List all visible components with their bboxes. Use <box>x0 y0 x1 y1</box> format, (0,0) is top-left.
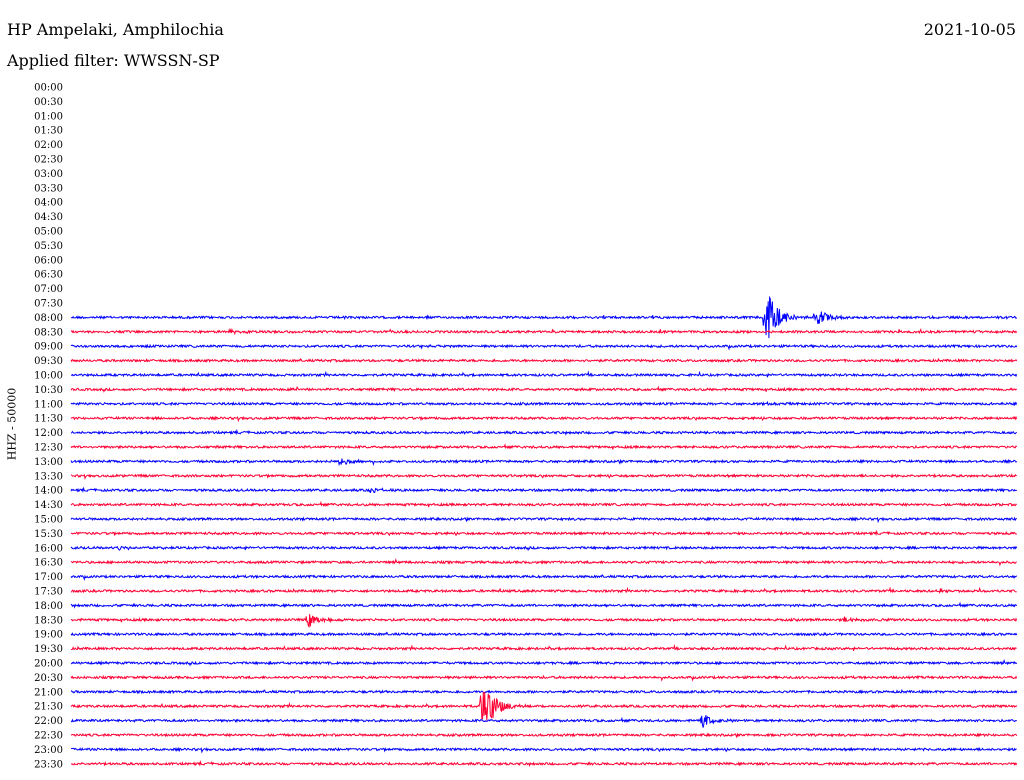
trace-line <box>70 658 1018 667</box>
row-time-label: 01:30 <box>34 126 63 137</box>
row-time-label: 09:00 <box>34 342 63 353</box>
row-time-label: 19:30 <box>34 644 63 655</box>
trace-line <box>70 327 1018 336</box>
row-time-label: 17:00 <box>34 572 63 583</box>
row-time-label: 20:30 <box>34 673 63 684</box>
row-time-label: 06:30 <box>34 270 63 281</box>
trace-line <box>70 428 1018 436</box>
row-time-label: 05:00 <box>34 227 63 238</box>
trace-line <box>70 500 1017 508</box>
row-time-label: 07:30 <box>34 299 63 310</box>
row-time-label: 15:00 <box>34 515 63 526</box>
trace-line <box>70 343 1018 351</box>
trace-line <box>70 715 1017 728</box>
row-time-label: 17:30 <box>34 587 63 598</box>
trace-line <box>70 558 1017 567</box>
trace-line <box>70 545 1018 552</box>
row-time-label: 11:00 <box>34 399 63 410</box>
trace-line <box>70 691 1018 721</box>
trace-line <box>71 295 1018 339</box>
trace-line <box>70 357 1018 364</box>
row-time-label: 00:00 <box>34 83 63 94</box>
trace-line <box>70 631 1018 637</box>
row-time-label: 04:00 <box>34 198 63 209</box>
row-time-label: 04:30 <box>34 212 63 223</box>
row-time-label: 14:00 <box>34 486 63 497</box>
trace-line <box>70 458 1018 467</box>
row-time-label: 00:30 <box>34 97 63 108</box>
row-time-label: 12:00 <box>34 428 63 439</box>
row-time-label: 22:30 <box>34 731 63 742</box>
trace-line <box>70 400 1018 407</box>
row-time-label: 11:30 <box>34 414 63 425</box>
row-time-label: 21:00 <box>34 687 63 698</box>
trace-line <box>71 586 1017 594</box>
row-time-label: 08:30 <box>34 327 63 338</box>
row-time-label: 12:30 <box>34 443 63 454</box>
row-time-label: 03:30 <box>34 183 63 194</box>
row-time-label: 09:30 <box>34 356 63 367</box>
row-time-label: 20:00 <box>34 659 63 670</box>
row-time-label: 22:00 <box>34 716 63 727</box>
station-title: HP Ampelaki, Amphilochia <box>7 20 224 39</box>
trace-line <box>70 415 1018 423</box>
row-time-label: 13:00 <box>34 457 63 468</box>
trace-line <box>70 746 1017 754</box>
trace-line <box>70 385 1018 393</box>
trace-line <box>70 732 1018 739</box>
trace-line <box>70 473 1017 480</box>
row-time-label: 05:30 <box>34 241 63 252</box>
row-time-label: 16:30 <box>34 558 63 569</box>
trace-line <box>70 443 1018 450</box>
row-time-label: 03:00 <box>34 169 63 180</box>
row-time-label: 21:30 <box>34 702 63 713</box>
row-time-label: 14:30 <box>34 500 63 511</box>
trace-line <box>70 759 1018 768</box>
row-time-label: 08:00 <box>34 313 63 324</box>
row-time-label: 18:00 <box>34 601 63 612</box>
row-time-label: 06:00 <box>34 255 63 266</box>
row-time-label: 07:00 <box>34 284 63 295</box>
row-time-label: 13:30 <box>34 471 63 482</box>
row-time-label: 23:30 <box>34 759 63 770</box>
trace-line <box>70 601 1018 609</box>
trace-line <box>70 674 1018 682</box>
trace-line <box>70 486 1018 494</box>
trace-line <box>70 688 1018 695</box>
filter-label: Applied filter: WWSSN-SP <box>7 51 220 70</box>
row-time-label: 02:30 <box>34 155 63 166</box>
row-time-label: 23:00 <box>34 745 63 756</box>
row-time-label: 15:30 <box>34 529 63 540</box>
trace-line <box>70 516 1018 524</box>
row-time-label: 10:30 <box>34 385 63 396</box>
trace-line <box>70 614 1018 628</box>
row-time-label: 01:00 <box>34 111 63 122</box>
trace-line <box>70 644 1017 652</box>
date-label: 2021-10-05 <box>923 20 1016 39</box>
trace-line <box>70 370 1018 378</box>
row-time-label: 10:00 <box>34 371 63 382</box>
trace-line <box>70 529 1018 537</box>
row-time-label: 18:30 <box>34 615 63 626</box>
row-time-label: 19:00 <box>34 630 63 641</box>
row-time-label: 16:00 <box>34 543 63 554</box>
row-time-label: 02:00 <box>34 140 63 151</box>
trace-line <box>70 574 1018 581</box>
